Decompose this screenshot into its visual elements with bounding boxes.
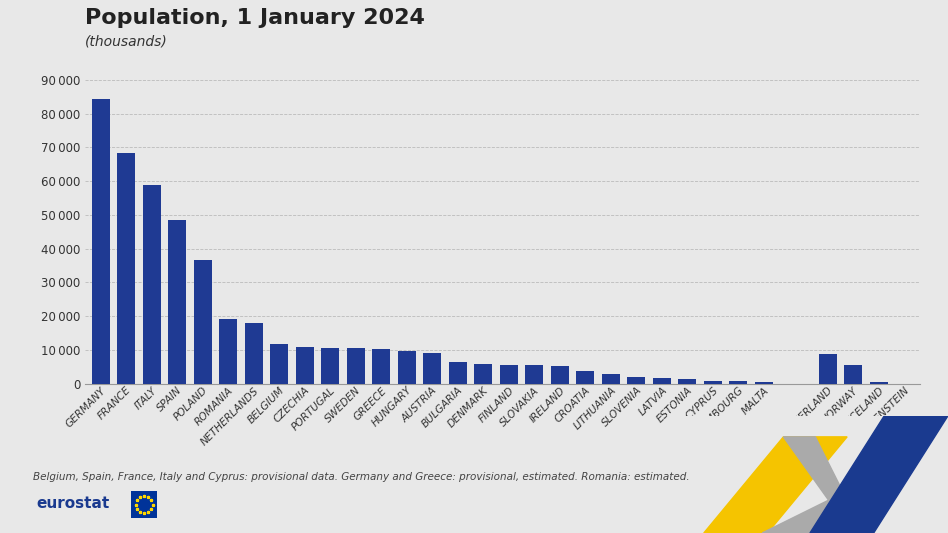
Text: Population, 1 January 2024: Population, 1 January 2024 xyxy=(85,8,426,28)
Bar xyxy=(321,348,339,384)
Bar xyxy=(219,319,237,384)
Text: eurostat: eurostat xyxy=(36,496,109,511)
Text: Belgium, Spain, France, Italy and Cyprus: provisional data. Germany and Greece: : Belgium, Spain, France, Italy and Cyprus… xyxy=(33,472,690,482)
Bar xyxy=(525,365,543,384)
Bar xyxy=(679,379,697,384)
Bar xyxy=(448,362,466,384)
Polygon shape xyxy=(810,416,948,533)
Bar xyxy=(704,381,721,384)
Bar xyxy=(143,184,160,384)
Bar xyxy=(602,374,620,384)
Bar xyxy=(755,382,773,384)
Bar xyxy=(245,324,263,384)
Bar xyxy=(576,370,594,384)
Bar xyxy=(653,377,671,384)
Bar xyxy=(270,344,288,384)
Bar xyxy=(870,383,887,384)
Bar xyxy=(398,351,416,384)
Bar xyxy=(500,365,518,384)
Bar xyxy=(551,366,569,384)
Bar xyxy=(193,260,211,384)
Bar xyxy=(373,349,391,384)
Bar xyxy=(347,348,365,384)
Text: (thousands): (thousands) xyxy=(85,35,168,49)
Bar xyxy=(474,364,492,384)
Bar xyxy=(168,220,186,384)
Bar xyxy=(296,347,314,384)
Bar xyxy=(118,153,135,384)
Bar xyxy=(424,353,441,384)
Polygon shape xyxy=(703,437,848,533)
Bar xyxy=(730,382,747,384)
Bar xyxy=(845,365,862,384)
Bar xyxy=(819,353,837,384)
Bar xyxy=(92,99,110,384)
Bar xyxy=(628,377,646,384)
Polygon shape xyxy=(762,437,848,533)
